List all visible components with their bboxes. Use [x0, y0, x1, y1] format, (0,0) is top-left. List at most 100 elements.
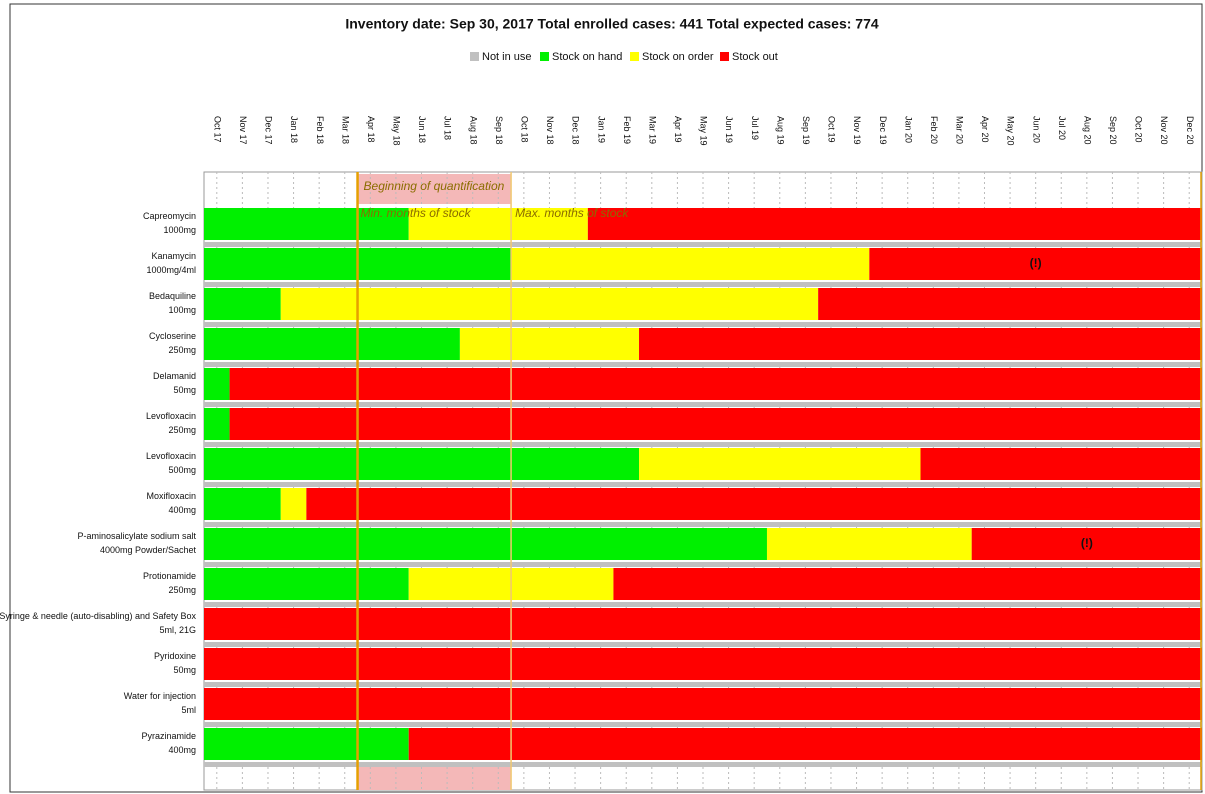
x-tick-label: Apr 20: [980, 116, 990, 143]
x-tick-label: Apr 18: [366, 116, 376, 143]
x-tick-label: Nov 17: [238, 116, 248, 145]
min-label: Min. months of stock: [361, 206, 472, 220]
legend-swatch: [630, 52, 639, 61]
x-tick-label: Mar 19: [647, 116, 657, 144]
segment: [229, 368, 1203, 400]
warning-flag: (!): [1081, 536, 1093, 550]
segment: [459, 328, 640, 360]
row-label-line: Levofloxacin: [146, 451, 196, 461]
row-strip: [204, 442, 1202, 447]
x-tick-label: Jan 20: [903, 116, 913, 143]
quantification-label: Beginning of quantification: [364, 179, 505, 193]
segment: [204, 688, 1202, 720]
x-tick-label: Oct 18: [519, 116, 529, 143]
row-strip: [204, 242, 1202, 247]
row-label: Bedaquiline 100mg: [149, 291, 196, 315]
row-label: Pyrazinamide 400mg: [141, 731, 196, 755]
x-tick-label: Mar 20: [955, 116, 965, 144]
segment: [229, 408, 1203, 440]
row-label-line: 1000mg/4ml: [146, 265, 196, 275]
x-tick-label: Sep 20: [1108, 116, 1118, 145]
row-label-line: Levofloxacin: [146, 411, 196, 421]
row-label-line: 1000mg: [163, 225, 196, 235]
row-label-line: P-aminosalicylate sodium salt: [77, 531, 196, 541]
x-tick-label: Nov 19: [852, 116, 862, 145]
x-tick-label: Feb 20: [929, 116, 939, 144]
segment: [639, 328, 1202, 360]
row-label: Kanamycin 1000mg/4ml: [146, 251, 196, 275]
segment: [408, 728, 1202, 760]
row-label-line: 5ml: [181, 705, 196, 715]
x-tick-label: Oct 20: [1134, 116, 1144, 143]
row-label: Syringe & needle (auto-disabling) and Sa…: [0, 611, 196, 635]
row-label: Levofloxacin 500mg: [146, 451, 196, 475]
row-strip: [204, 322, 1202, 327]
row-label-line: Pyridoxine: [154, 651, 196, 661]
x-tick-label: Jul 19: [750, 116, 760, 140]
row-label-line: 500mg: [168, 465, 196, 475]
row-label-line: Protionamide: [143, 571, 196, 581]
x-tick-label: Dec 19: [878, 116, 888, 145]
legend-label: Stock on order: [642, 51, 714, 63]
segment: [818, 288, 1202, 320]
x-tick-label: Nov 20: [1159, 116, 1169, 145]
row-strip: [204, 402, 1202, 407]
row-label-line: 250mg: [168, 585, 196, 595]
segment: [920, 448, 1202, 480]
x-tick-label: Dec 17: [264, 116, 274, 145]
row-strip: [204, 282, 1202, 287]
row-label: Levofloxacin 250mg: [146, 411, 196, 435]
segment: [204, 608, 1202, 640]
segment: [204, 208, 409, 240]
row-strip: [204, 362, 1202, 367]
x-tick-label: Dec 20: [1185, 116, 1195, 145]
legend-swatch: [720, 52, 729, 61]
row-label-line: Bedaquiline: [149, 291, 196, 301]
row-label-line: Cycloserine: [149, 331, 196, 341]
row-label: Cycloserine 250mg: [149, 331, 196, 355]
row-label-line: Moxifloxacin: [146, 491, 196, 501]
segment: [204, 448, 640, 480]
row-strip: [204, 682, 1202, 687]
segment: [869, 248, 1202, 280]
x-tick-label: Feb 19: [622, 116, 632, 144]
row-label: Moxifloxacin 400mg: [146, 491, 196, 515]
segment: [408, 208, 588, 240]
segment: [204, 328, 460, 360]
segment: [204, 528, 767, 560]
row-label: Protionamide 250mg: [143, 571, 196, 595]
segment: [280, 288, 819, 320]
chart-title: Inventory date: Sep 30, 2017 Total enrol…: [345, 16, 878, 32]
row-strip: [204, 522, 1202, 527]
x-tick-label: Nov 18: [545, 116, 555, 145]
x-tick-label: Aug 20: [1082, 116, 1092, 145]
legend-label: Not in use: [482, 51, 532, 63]
segment: [204, 568, 409, 600]
row-label-line: 5ml, 21G: [159, 625, 196, 635]
x-tick-label: Jan 19: [596, 116, 606, 143]
x-tick-label: Aug 19: [775, 116, 785, 145]
legend-label: Stock out: [732, 51, 778, 63]
x-tick-label: May 20: [1006, 116, 1016, 146]
segment: [204, 408, 230, 440]
row-label: Capreomycin 1000mg: [143, 211, 196, 235]
segment: [204, 488, 281, 520]
row-label-line: 50mg: [173, 385, 196, 395]
x-tick-label: May 19: [699, 116, 709, 146]
segment: [204, 728, 409, 760]
x-tick-label: Aug 18: [468, 116, 478, 145]
segment: [306, 488, 1202, 520]
row-label-line: Water for injection: [124, 691, 196, 701]
row-label-line: Syringe & needle (auto-disabling) and Sa…: [0, 611, 196, 621]
x-tick-label: Jul 20: [1057, 116, 1067, 140]
row-strip: [204, 642, 1202, 647]
segment: [587, 208, 1202, 240]
x-tick-label: Jan 18: [289, 116, 299, 143]
segment: [204, 288, 281, 320]
segment: [613, 568, 1202, 600]
row-label-line: 50mg: [173, 665, 196, 675]
row-strip: [204, 722, 1202, 727]
x-tick-label: Apr 19: [673, 116, 683, 143]
x-tick-label: Jun 20: [1031, 116, 1041, 143]
